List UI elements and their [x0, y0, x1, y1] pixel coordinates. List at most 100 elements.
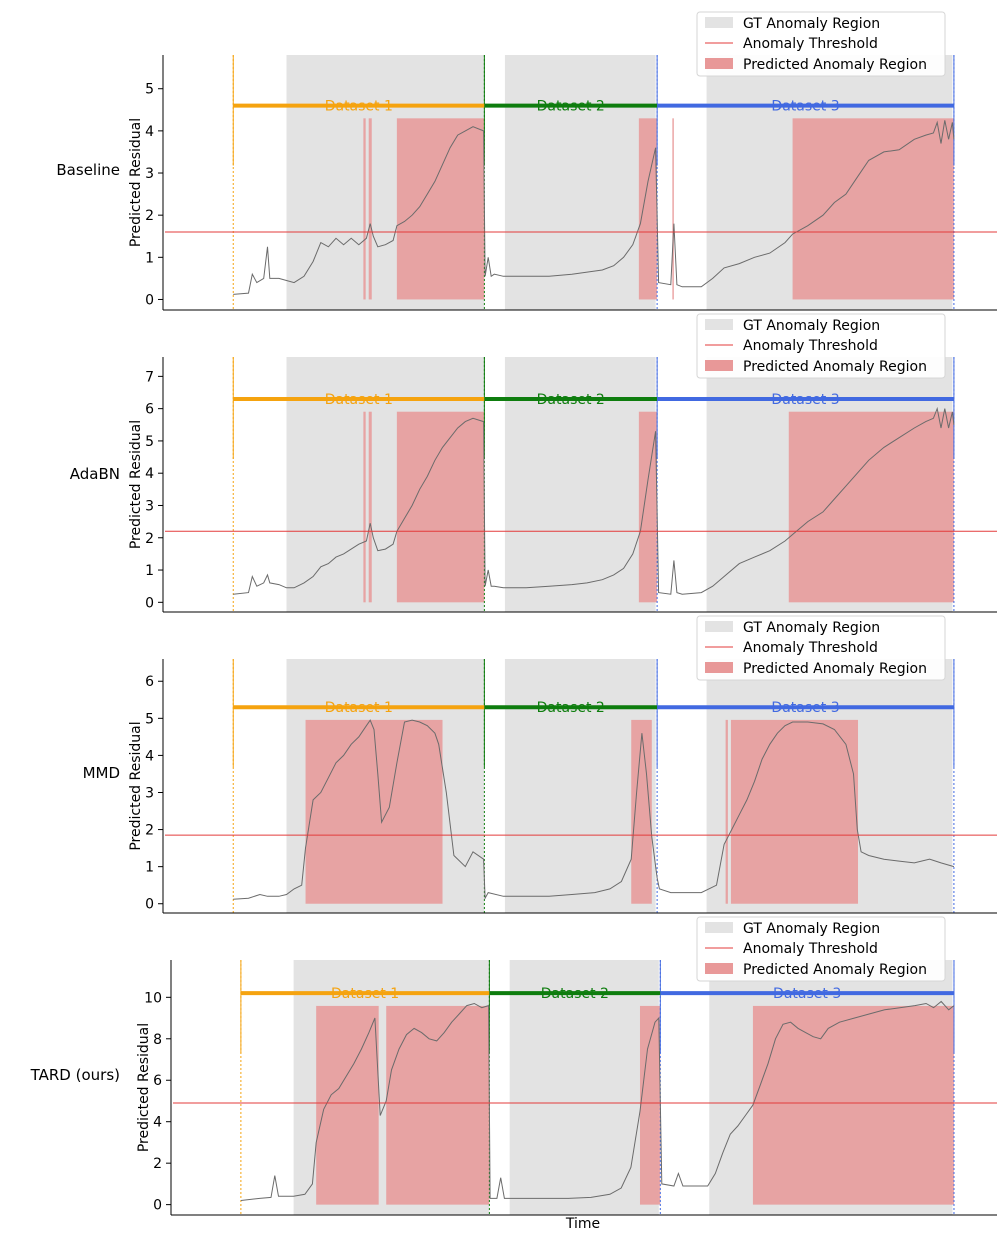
- y-tick-label: 6: [153, 1073, 162, 1089]
- dataset-label: Dataset 2: [537, 99, 605, 115]
- legend-pred-label: Predicted Anomaly Region: [743, 661, 927, 677]
- y-tick-label: 10: [144, 990, 162, 1006]
- y-tick-label: 5: [145, 711, 154, 727]
- method-label: MMD: [83, 764, 120, 782]
- x-axis-label: Time: [565, 1216, 600, 1232]
- predicted-anomaly-region: [386, 1005, 490, 1205]
- residual-line: [233, 719, 955, 901]
- legend-threshold-label: Anomaly Threshold: [743, 338, 878, 354]
- predicted-anomaly-region: [368, 411, 372, 603]
- residual-line: [233, 120, 955, 295]
- legend-gt-swatch: [705, 621, 733, 632]
- legend-pred-label: Predicted Anomaly Region: [743, 359, 927, 375]
- predicted-anomaly-region: [639, 1005, 661, 1205]
- y-axis-label: Predicted Residual: [128, 420, 144, 549]
- method-label: Baseline: [56, 161, 120, 179]
- y-tick-label: 6: [145, 674, 154, 690]
- y-tick-label: 2: [145, 208, 154, 224]
- plot-area: Dataset 1 Dataset 2 Dataset 3: [240, 960, 955, 1215]
- predicted-anomaly-region: [363, 411, 366, 603]
- dataset-label: Dataset 3: [771, 700, 839, 716]
- predicted-anomaly-region: [638, 411, 658, 603]
- y-tick-label: 7: [145, 369, 154, 385]
- y-tick-label: 2: [145, 531, 154, 547]
- legend-box: [696, 916, 946, 982]
- predicted-anomaly-region: [725, 719, 728, 904]
- legend-pred-label: Predicted Anomaly Region: [743, 962, 927, 978]
- plot-area: Dataset 1 Dataset 2 Dataset 3: [232, 55, 955, 310]
- dataset-label: Dataset 2: [541, 986, 609, 1002]
- y-tick-label: 2: [153, 1156, 162, 1172]
- dataset-label: Dataset 3: [771, 392, 839, 408]
- y-tick-label: 5: [145, 82, 154, 98]
- y-tick-label: 2: [145, 823, 154, 839]
- legend: GT Anomaly Region Anomaly Threshold Predic…: [696, 615, 946, 681]
- legend-pred-swatch: [705, 58, 733, 69]
- y-axis-label: Predicted Residual: [128, 721, 144, 850]
- predicted-anomaly-region: [752, 1005, 954, 1205]
- method-label: AdaBN: [70, 465, 120, 483]
- y-tick-label: 0: [145, 897, 154, 913]
- predicted-anomaly-region: [788, 411, 954, 603]
- predicted-anomaly-region: [792, 118, 954, 300]
- predicted-anomaly-region: [730, 719, 859, 904]
- residual-line: [240, 1000, 955, 1201]
- y-tick-label: 1: [145, 250, 154, 266]
- legend-pred-swatch: [705, 963, 733, 974]
- legend-pred-swatch: [705, 662, 733, 673]
- legend-threshold-label: Anomaly Threshold: [743, 36, 878, 52]
- dataset-label: Dataset 1: [325, 700, 393, 716]
- legend: GT Anomaly Region Anomaly Threshold Predic…: [696, 11, 946, 77]
- legend-pred-label: Predicted Anomaly Region: [743, 57, 927, 73]
- predicted-anomaly-region: [638, 118, 658, 300]
- y-axis-label: Predicted Residual: [136, 1023, 152, 1152]
- y-tick-label: 6: [145, 402, 154, 418]
- gt-anomaly-region: [504, 55, 656, 310]
- legend-box: [696, 313, 946, 379]
- predicted-anomaly-region: [316, 1005, 379, 1205]
- legend-threshold-label: Anomaly Threshold: [743, 941, 878, 957]
- panel-baseline: Dataset 1 Dataset 2 Dataset 3 0 1 2 3 4 5 Predict…: [56, 11, 997, 311]
- legend-pred-swatch: [705, 360, 733, 371]
- legend: GT Anomaly Region Anomaly Threshold Predic…: [696, 313, 946, 379]
- panel-tard-ours-: Dataset 1 Dataset 2 Dataset 3 0 2 4 6 8 10 Predic…: [30, 916, 997, 1216]
- legend: GT Anomaly Region Anomaly Threshold Predic…: [696, 916, 946, 982]
- legend-gt-swatch: [705, 17, 733, 28]
- legend-gt-swatch: [705, 319, 733, 330]
- dataset-label: Dataset 2: [537, 700, 605, 716]
- legend-box: [696, 11, 946, 77]
- dataset-label: Dataset 1: [331, 986, 399, 1002]
- y-tick-label: 3: [145, 785, 154, 801]
- legend-gt-label: GT Anomaly Region: [743, 16, 880, 32]
- legend-gt-label: GT Anomaly Region: [743, 921, 880, 937]
- dataset-label: Dataset 3: [773, 986, 841, 1002]
- dataset-label: Dataset 2: [537, 392, 605, 408]
- y-tick-label: 5: [145, 434, 154, 450]
- y-tick-label: 4: [145, 748, 154, 764]
- y-tick-label: 4: [145, 466, 154, 482]
- y-tick-label: 3: [145, 498, 154, 514]
- predicted-anomaly-region: [368, 118, 372, 300]
- legend-threshold-label: Anomaly Threshold: [743, 640, 878, 656]
- legend-gt-label: GT Anomaly Region: [743, 620, 880, 636]
- y-axis-label: Predicted Residual: [128, 118, 144, 247]
- method-label: TARD (ours): [30, 1066, 120, 1084]
- gt-anomaly-region: [504, 659, 656, 913]
- legend-gt-swatch: [705, 922, 733, 933]
- y-tick-label: 3: [145, 166, 154, 182]
- panel-adabn: Dataset 1 Dataset 2 Dataset 3 0 1 2 3 4 5 6 7 Predi…: [70, 313, 997, 613]
- y-tick-label: 1: [145, 563, 154, 579]
- legend-box: [696, 615, 946, 681]
- plot-area: Dataset 1 Dataset 2 Dataset 3: [232, 357, 955, 612]
- dataset-label: Dataset 3: [771, 99, 839, 115]
- predicted-anomaly-region: [363, 118, 366, 300]
- y-tick-label: 1: [145, 860, 154, 876]
- y-tick-label: 4: [145, 124, 154, 140]
- y-tick-label: 0: [145, 292, 154, 308]
- dataset-label: Dataset 1: [325, 99, 393, 115]
- dataset-label: Dataset 1: [325, 392, 393, 408]
- legend-gt-label: GT Anomaly Region: [743, 318, 880, 334]
- y-tick-label: 4: [153, 1115, 162, 1131]
- predicted-anomaly-region: [631, 719, 652, 904]
